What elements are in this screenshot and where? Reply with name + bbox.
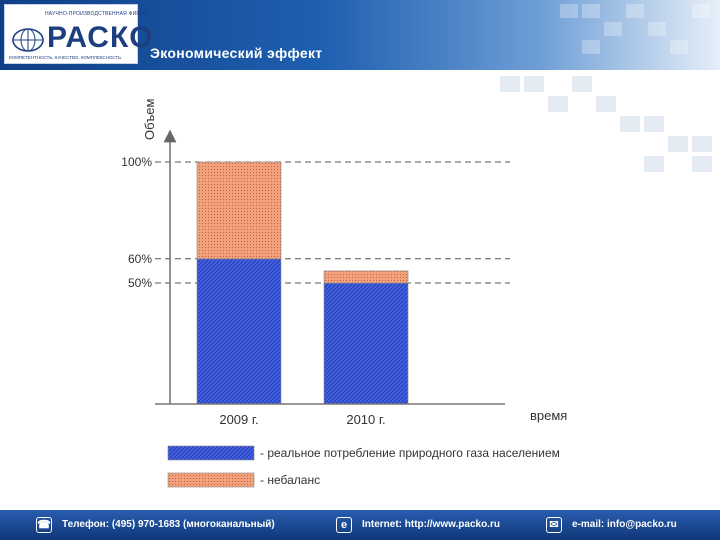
legend-label-2: - небаланс	[260, 473, 320, 487]
email-icon: ✉	[546, 517, 562, 533]
stacked-bar-chart: 100% 60% 50% Объем время 2009 г. 2010 г. - …	[121, 99, 567, 488]
footer-phone: Телефон: (495) 970-1683 (многоканальный)	[62, 519, 275, 530]
y-tick-label-100: 100%	[121, 155, 152, 169]
footer-internet[interactable]: Internet: http://www.packo.ru	[362, 519, 500, 530]
bar-1-series-2	[196, 161, 282, 260]
internet-icon: e	[336, 517, 352, 533]
x-axis-label: время	[530, 408, 567, 423]
background-decoration	[490, 70, 720, 180]
logo-text: РАСКО	[47, 21, 154, 54]
company-logo: НАУЧНО-ПРОИЗВОДСТВЕННАЯ ФИРМА РАСКО КОМП…	[4, 4, 153, 64]
header-decoration	[470, 0, 720, 70]
logo-subtitle: НАУЧНО-ПРОИЗВОДСТВЕННАЯ ФИРМА	[45, 11, 148, 17]
legend-label-1: - реальное потребление природного газа н…	[260, 446, 560, 460]
bar-2-series-1	[323, 282, 409, 405]
y-axis-label: Объем	[142, 99, 157, 140]
legend-swatch-2	[167, 472, 255, 488]
globe-icon	[12, 28, 44, 52]
slide-title: Экономический эффект	[150, 45, 323, 61]
legend-swatch-1	[167, 445, 255, 461]
footer-bar: ☎ Телефон: (495) 970-1683 (многоканальны…	[0, 510, 720, 540]
footer-email[interactable]: e-mail: info@packo.ru	[572, 519, 677, 530]
phone-icon: ☎	[36, 517, 52, 533]
bar-2-series-2	[323, 270, 409, 284]
bar-1-series-1	[196, 258, 282, 405]
y-tick-label-50: 50%	[128, 276, 152, 290]
x-tick-label-1: 2009 г.	[219, 412, 258, 427]
x-tick-label-2: 2010 г.	[346, 412, 385, 427]
y-tick-label-60: 60%	[128, 252, 152, 266]
logo-tagline: КОМПЕТЕНТНОСТЬ, КАЧЕСТВО, КОМПЛЕКСНОСТЬ	[9, 55, 122, 60]
header-bar: НАУЧНО-ПРОИЗВОДСТВЕННАЯ ФИРМА РАСКО КОМП…	[0, 0, 720, 70]
